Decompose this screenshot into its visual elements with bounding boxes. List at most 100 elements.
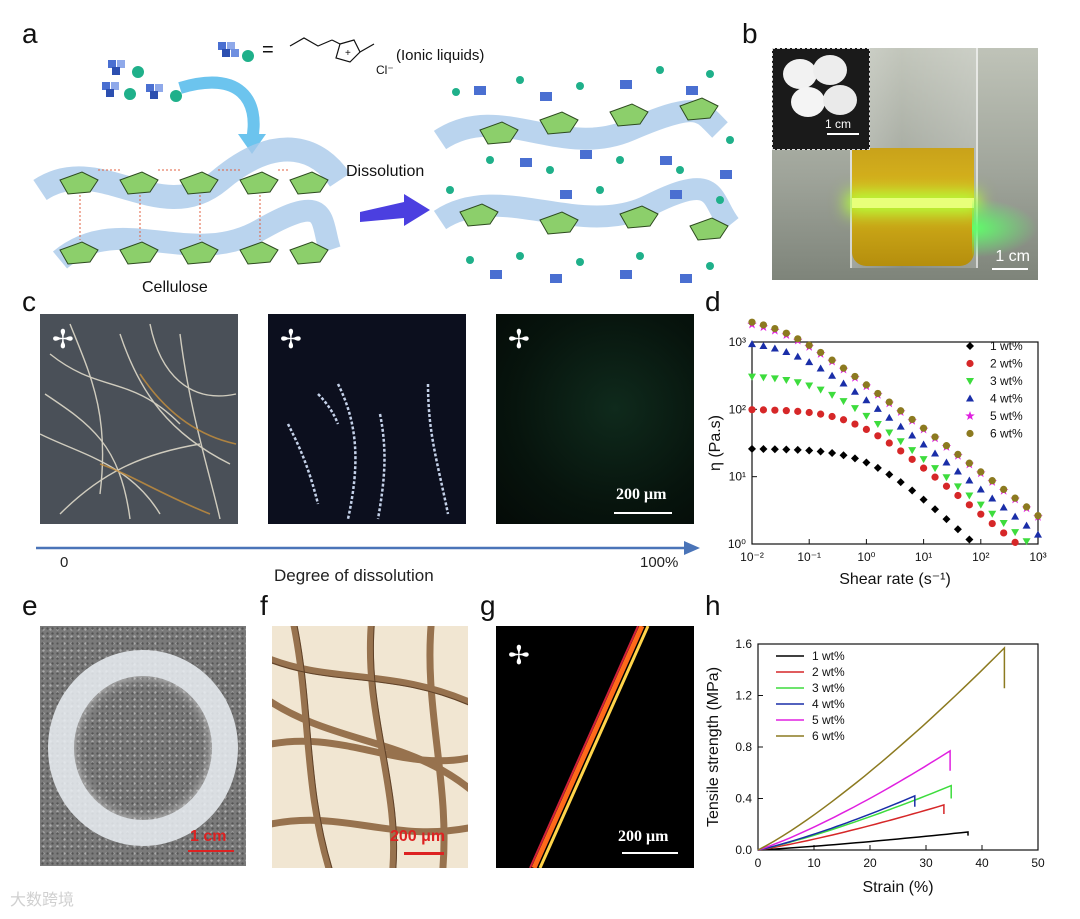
curved-arrow-icon bbox=[178, 76, 260, 142]
svg-text:Cellulose: Cellulose bbox=[142, 279, 208, 296]
legend-label: 2 wt% bbox=[812, 665, 845, 679]
panel-label-a: a bbox=[22, 18, 38, 49]
polarizer-cross-icon: ✢ bbox=[52, 324, 74, 354]
data-point bbox=[759, 374, 768, 382]
data-point bbox=[782, 377, 791, 385]
data-point bbox=[908, 486, 917, 495]
data-point bbox=[839, 379, 848, 387]
data-point bbox=[748, 444, 756, 453]
data-point bbox=[782, 445, 791, 454]
axis-end-label: 100% bbox=[640, 554, 679, 571]
data-point bbox=[862, 425, 870, 434]
data-point bbox=[942, 482, 951, 490]
svg-text:Cl⁻: Cl⁻ bbox=[376, 63, 394, 77]
data-point bbox=[908, 455, 916, 463]
data-point bbox=[988, 494, 997, 502]
legend-marker bbox=[966, 394, 974, 402]
data-point bbox=[897, 447, 905, 455]
data-point bbox=[1022, 521, 1031, 529]
data-point bbox=[976, 501, 985, 509]
data-point bbox=[942, 458, 951, 466]
data-point bbox=[874, 389, 882, 398]
x-tick-label: 30 bbox=[919, 856, 933, 870]
legend-label: 5 wt% bbox=[812, 713, 845, 727]
data-point bbox=[908, 447, 917, 455]
svg-text:+: + bbox=[345, 48, 351, 59]
data-point bbox=[965, 501, 973, 509]
data-point bbox=[828, 356, 836, 364]
data-point bbox=[771, 324, 779, 333]
polarizer-cross-icon: ✢ bbox=[280, 324, 302, 354]
data-point bbox=[839, 398, 848, 406]
x-tick-label: 10³ bbox=[1029, 550, 1046, 564]
legend-label: 1 wt% bbox=[990, 339, 1023, 353]
data-point bbox=[862, 458, 871, 467]
data-point bbox=[850, 405, 859, 413]
data-point bbox=[1034, 512, 1042, 520]
tensile-chart: 0 10 20 30 40 50 0.0 0.4 0.8 1.2 1.6 Strain (%) Tens… bbox=[705, 637, 1045, 896]
data-point bbox=[805, 382, 814, 390]
series-line bbox=[757, 803, 945, 851]
data-point bbox=[1022, 503, 1031, 511]
data-point bbox=[770, 375, 779, 383]
data-point bbox=[954, 491, 962, 500]
data-point bbox=[805, 358, 814, 366]
data-point bbox=[1011, 538, 1019, 546]
data-point bbox=[999, 503, 1008, 511]
data-point bbox=[1000, 485, 1008, 494]
legend-label: 2 wt% bbox=[990, 357, 1023, 371]
data-point bbox=[931, 505, 940, 514]
x-tick-label: 10⁻² bbox=[740, 550, 764, 564]
ionic-liquid-icon bbox=[102, 82, 136, 100]
data-point bbox=[953, 483, 962, 491]
data-point bbox=[759, 406, 768, 414]
data-point bbox=[954, 450, 962, 459]
data-point bbox=[1011, 494, 1019, 502]
data-point bbox=[885, 413, 894, 421]
data-point bbox=[805, 446, 814, 455]
scale-bar-text: 200 μm bbox=[616, 486, 667, 503]
data-point bbox=[759, 341, 768, 349]
single-fiber-polarized-photo: ✢ 200 μm bbox=[496, 626, 694, 868]
legend-label: 4 wt% bbox=[990, 392, 1023, 406]
svg-text:Dissolution: Dissolution bbox=[346, 163, 424, 180]
data-point bbox=[965, 492, 974, 500]
data-point bbox=[851, 420, 859, 428]
data-point bbox=[977, 468, 985, 476]
data-point bbox=[896, 422, 905, 430]
data-point bbox=[839, 364, 848, 372]
data-point bbox=[793, 445, 802, 454]
svg-text:(Ionic liquids): (Ionic liquids) bbox=[396, 47, 484, 64]
data-point bbox=[828, 391, 837, 399]
data-point bbox=[1000, 529, 1008, 537]
legend-label: 6 wt% bbox=[990, 427, 1023, 441]
panel-label-e: e bbox=[22, 590, 38, 621]
series-line bbox=[757, 749, 951, 851]
y-tick-label: 10⁰ bbox=[728, 537, 746, 551]
data-point bbox=[850, 454, 859, 463]
data-point bbox=[885, 429, 894, 437]
viscosity-chart: 10⁻² 10⁻¹ 10⁰ 10¹ 10² 10³ 10⁰ 10¹ 10² 10³ Shear ra… bbox=[707, 318, 1047, 588]
y-tick-label: 0.4 bbox=[735, 792, 752, 806]
scale-bar-text: 1 cm bbox=[190, 828, 227, 845]
data-point bbox=[988, 477, 996, 485]
data-point bbox=[816, 447, 825, 456]
dissolution-arrow-icon bbox=[360, 194, 430, 226]
x-tick-label: 10² bbox=[972, 550, 989, 564]
panel-label-c: c bbox=[22, 286, 36, 317]
legend-marker bbox=[966, 342, 974, 350]
dissolution-axis-arrow bbox=[36, 541, 700, 555]
inset-scale-text: 1 cm bbox=[825, 117, 852, 131]
panel-label-f: f bbox=[260, 590, 268, 621]
ionic-liquid-icon bbox=[146, 84, 182, 102]
y-tick-label: 10¹ bbox=[729, 470, 746, 484]
series-line bbox=[757, 646, 1006, 851]
fiber-brightfield-photo: 200 μm bbox=[272, 626, 468, 868]
scale-bar-text: 1 cm bbox=[995, 248, 1030, 265]
x-tick-label: 10¹ bbox=[915, 550, 932, 564]
cation-dots bbox=[474, 80, 732, 283]
data-point bbox=[839, 451, 848, 460]
legend-marker bbox=[966, 429, 974, 438]
svg-text:=: = bbox=[262, 39, 274, 61]
data-point bbox=[862, 396, 871, 404]
